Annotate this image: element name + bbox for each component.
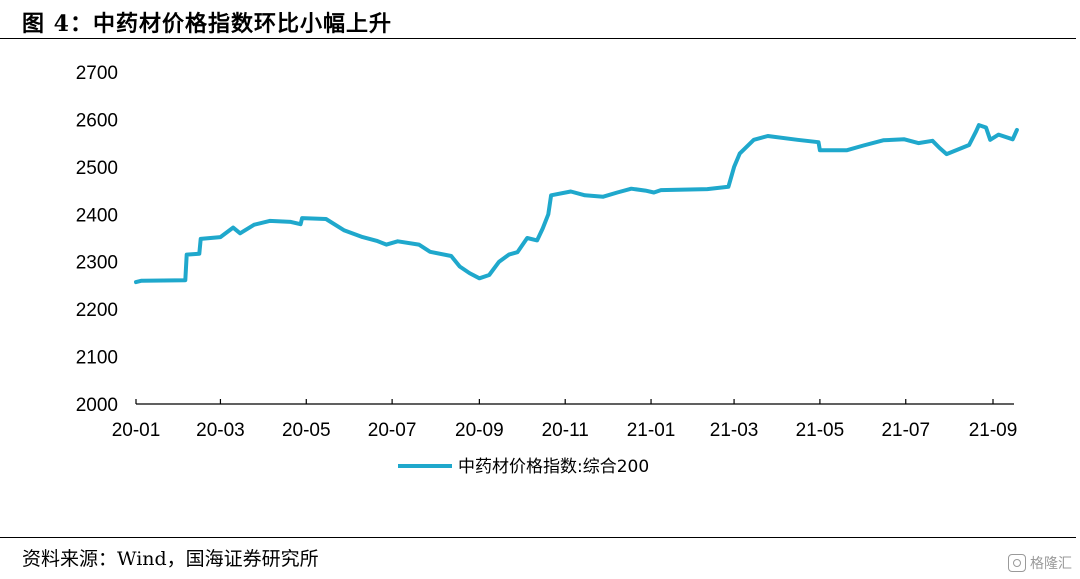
y-tick-label: 2000 — [76, 395, 118, 416]
figure-title: 图 4：中药材价格指数环比小幅上升 — [22, 11, 392, 37]
x-tick-label: 20-03 — [196, 420, 245, 441]
bottom-rule — [0, 537, 1076, 538]
y-tick-label: 2500 — [76, 158, 118, 179]
x-tick-label: 20-09 — [455, 420, 504, 441]
top-rule — [0, 38, 1076, 39]
x-tick-label: 21-07 — [881, 420, 930, 441]
x-tick-label: 21-01 — [627, 420, 676, 441]
y-tick-label: 2600 — [76, 110, 118, 131]
x-tick-label: 21-03 — [710, 420, 759, 441]
watermark: 格隆汇 — [1008, 553, 1072, 573]
y-tick-label: 2400 — [76, 205, 118, 226]
axes: 2000 2100 2200 2300 2400 2500 2600 2700 20-01 20-… — [76, 63, 1018, 441]
legend-label: 中药材价格指数:综合200 — [458, 457, 649, 477]
x-tick-label: 20-01 — [112, 420, 161, 441]
x-tick-label: 20-11 — [542, 420, 589, 441]
plot-area — [134, 123, 1019, 285]
x-tick-label: 20-07 — [368, 420, 417, 441]
series-line — [134, 123, 1019, 285]
watermark-logo-icon — [1008, 554, 1026, 572]
y-tick-label: 2700 — [76, 63, 118, 84]
y-tick-label: 2300 — [76, 253, 118, 274]
x-tick-label: 21-05 — [796, 420, 845, 441]
x-tick-label: 21-09 — [969, 420, 1018, 441]
y-tick-label: 2200 — [76, 300, 118, 321]
y-tick-label: 2100 — [76, 348, 118, 369]
watermark-text: 格隆汇 — [1030, 556, 1072, 572]
source-note: 资料来源：Wind，国海证券研究所 — [22, 548, 319, 570]
x-tick-label: 20-05 — [282, 420, 331, 441]
legend: 中药材价格指数:综合200 — [398, 457, 649, 477]
